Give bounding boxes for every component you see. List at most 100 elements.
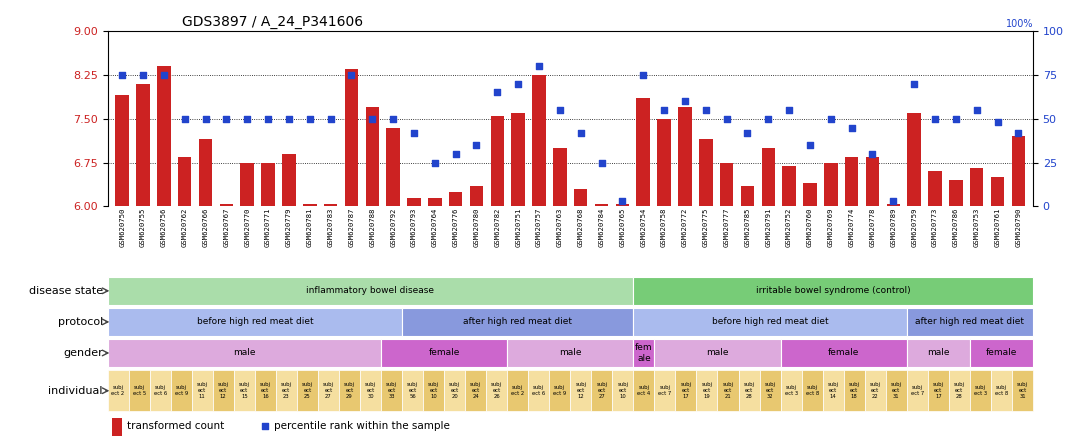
Point xyxy=(718,115,735,123)
Bar xyxy=(444,370,465,411)
Bar xyxy=(823,370,844,411)
Text: subj
ect
27: subj ect 27 xyxy=(596,382,607,399)
Text: GSM620763: GSM620763 xyxy=(557,208,563,247)
Text: transformed count: transformed count xyxy=(127,421,224,431)
Text: male: male xyxy=(706,349,728,357)
Bar xyxy=(108,277,634,305)
Bar xyxy=(595,203,608,206)
Text: subj
ect 5: subj ect 5 xyxy=(132,385,145,396)
Point xyxy=(572,129,590,136)
Bar xyxy=(636,98,650,206)
Bar xyxy=(907,308,1033,336)
Text: GSM620755: GSM620755 xyxy=(140,208,146,247)
Text: subj
ect 6: subj ect 6 xyxy=(533,385,546,396)
Bar xyxy=(696,370,718,411)
Text: GSM620774: GSM620774 xyxy=(849,208,854,247)
Text: GSM620776: GSM620776 xyxy=(453,208,458,247)
Text: GSM620756: GSM620756 xyxy=(161,208,167,247)
Bar xyxy=(803,183,817,206)
Text: GSM620762: GSM620762 xyxy=(182,208,187,247)
Bar xyxy=(507,370,528,411)
Bar xyxy=(199,139,212,206)
Bar xyxy=(657,119,670,206)
Text: GSM620777: GSM620777 xyxy=(723,208,730,247)
Text: gender: gender xyxy=(63,348,103,358)
Text: GSM620752: GSM620752 xyxy=(787,208,792,247)
Point xyxy=(739,129,756,136)
Text: GDS3897 / A_24_P341606: GDS3897 / A_24_P341606 xyxy=(182,15,363,29)
Text: female: female xyxy=(829,349,860,357)
Text: subj
ect
12: subj ect 12 xyxy=(217,382,229,399)
Bar xyxy=(634,370,654,411)
Point xyxy=(802,142,819,149)
Text: percentile rank within the sample: percentile rank within the sample xyxy=(273,421,450,431)
Text: GSM620775: GSM620775 xyxy=(703,208,709,247)
Point xyxy=(489,89,506,96)
Text: subj
ect
12: subj ect 12 xyxy=(576,382,586,399)
Point xyxy=(447,150,464,158)
Point xyxy=(134,71,152,79)
Bar xyxy=(907,370,928,411)
Bar xyxy=(297,370,317,411)
Bar xyxy=(570,370,592,411)
Bar xyxy=(929,171,942,206)
Point xyxy=(635,71,652,79)
Point xyxy=(239,115,256,123)
Text: GSM620790: GSM620790 xyxy=(1016,208,1021,247)
Bar xyxy=(137,84,150,206)
Point xyxy=(217,115,235,123)
Bar xyxy=(654,339,780,367)
Text: subj
ect
29: subj ect 29 xyxy=(344,382,355,399)
Bar xyxy=(428,198,441,206)
Bar xyxy=(991,370,1011,411)
Text: before high red meat diet: before high red meat diet xyxy=(197,317,313,326)
Bar xyxy=(949,180,963,206)
Bar xyxy=(112,418,123,436)
Text: GSM620781: GSM620781 xyxy=(307,208,313,247)
Text: subj
ect
15: subj ect 15 xyxy=(239,382,250,399)
Text: GSM620768: GSM620768 xyxy=(578,208,583,247)
Bar xyxy=(969,339,1033,367)
Point xyxy=(884,198,902,205)
Bar xyxy=(678,107,692,206)
Bar xyxy=(780,370,802,411)
Bar xyxy=(928,370,949,411)
Bar xyxy=(507,339,634,367)
Point xyxy=(822,115,839,123)
Text: subj
ect 6: subj ect 6 xyxy=(154,385,167,396)
Bar xyxy=(386,127,400,206)
Bar xyxy=(634,308,907,336)
Bar xyxy=(845,157,859,206)
Text: subj
ect
16: subj ect 16 xyxy=(259,382,271,399)
Text: subj
ect
10: subj ect 10 xyxy=(428,382,439,399)
Bar xyxy=(886,370,907,411)
Bar xyxy=(1011,136,1025,206)
Text: GSM620761: GSM620761 xyxy=(994,208,1001,247)
Bar xyxy=(780,339,907,367)
Bar xyxy=(907,113,921,206)
Point xyxy=(530,63,548,70)
Bar xyxy=(402,370,423,411)
Point xyxy=(257,423,274,430)
Bar xyxy=(449,192,463,206)
Text: GSM620778: GSM620778 xyxy=(869,208,876,247)
Text: GSM620792: GSM620792 xyxy=(391,208,396,247)
Bar xyxy=(760,370,780,411)
Text: GSM620785: GSM620785 xyxy=(745,208,750,247)
Bar xyxy=(381,339,507,367)
Text: subj
ect 2: subj ect 2 xyxy=(112,385,125,396)
Point xyxy=(426,159,443,166)
Bar xyxy=(762,148,775,206)
Point xyxy=(510,80,527,87)
Bar xyxy=(381,370,402,411)
Point xyxy=(281,115,298,123)
Bar xyxy=(718,370,738,411)
Text: after high red meat diet: after high red meat diet xyxy=(916,317,1024,326)
Bar xyxy=(344,69,358,206)
Bar xyxy=(213,370,233,411)
Bar xyxy=(491,116,505,206)
Text: GSM620769: GSM620769 xyxy=(827,208,834,247)
Text: GSM620757: GSM620757 xyxy=(536,208,542,247)
Bar xyxy=(255,370,275,411)
Text: subj
ect
20: subj ect 20 xyxy=(449,382,461,399)
